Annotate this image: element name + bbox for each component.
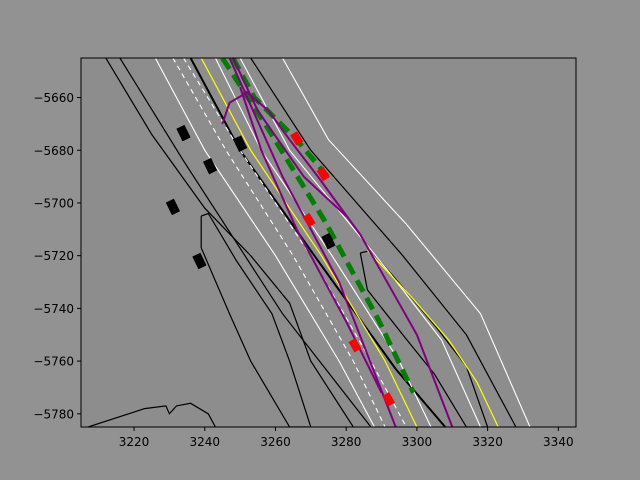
x-tick-label-0: 3220 bbox=[119, 435, 150, 449]
x-axis: 3220 3240 3260 3280 3300 3320 3340 bbox=[119, 427, 574, 449]
y-tick-label-4: −5740 bbox=[33, 302, 74, 316]
highlighted-object-4 bbox=[382, 392, 396, 407]
y-axis: −5660 −5680 −5700 −5720 −5740 −5760 −5780 bbox=[33, 91, 81, 421]
x-tick-label-6: 3340 bbox=[543, 435, 574, 449]
planned-path-0 bbox=[220, 58, 416, 394]
median-island-1 bbox=[359, 249, 489, 427]
x-tick-label-4: 3300 bbox=[402, 435, 433, 449]
x-tick-label-3: 3280 bbox=[331, 435, 362, 449]
candidate-trajectory-3 bbox=[221, 91, 454, 427]
highlighted-object-2 bbox=[302, 212, 316, 228]
obstacle-vehicle-1 bbox=[202, 157, 218, 175]
planned-path-1 bbox=[230, 58, 334, 184]
obstacle-vehicle-5 bbox=[321, 232, 336, 250]
road-edge-2 bbox=[250, 58, 517, 427]
highlighted-object-1 bbox=[316, 166, 330, 182]
y-tick-label-0: −5660 bbox=[33, 91, 74, 105]
x-tick-label-2: 3260 bbox=[260, 435, 291, 449]
lane-line-3 bbox=[282, 58, 531, 427]
lane-line-2 bbox=[239, 58, 482, 427]
y-tick-label-6: −5780 bbox=[33, 407, 74, 421]
x-tick-label-1: 3240 bbox=[189, 435, 220, 449]
highlighted-object-3 bbox=[348, 338, 362, 353]
obstacle-vehicle-3 bbox=[165, 198, 181, 216]
plot-layer bbox=[87, 58, 531, 427]
lane-line-0 bbox=[154, 58, 375, 427]
highlighted-object-0 bbox=[290, 131, 304, 146]
obstacle-vehicle-0 bbox=[176, 124, 191, 142]
y-tick-label-2: −5700 bbox=[33, 196, 74, 210]
candidate-trajectory-0 bbox=[228, 58, 397, 427]
lane-line-1 bbox=[214, 58, 432, 427]
median-island-0 bbox=[200, 212, 312, 427]
center-line-0 bbox=[200, 58, 418, 427]
y-tick-label-3: −5720 bbox=[33, 249, 74, 263]
x-tick-label-5: 3320 bbox=[472, 435, 503, 449]
obstacle-vehicle-4 bbox=[192, 252, 207, 270]
center-line-1 bbox=[366, 249, 499, 427]
y-tick-label-5: −5760 bbox=[33, 355, 74, 369]
plot-frame bbox=[80, 57, 577, 428]
candidate-trajectory-1 bbox=[232, 58, 347, 217]
road-edge-3 bbox=[105, 58, 354, 427]
parking-boundary bbox=[87, 402, 216, 427]
obstacle-vehicle-2 bbox=[232, 135, 248, 152]
y-tick-label-1: −5680 bbox=[33, 144, 74, 158]
